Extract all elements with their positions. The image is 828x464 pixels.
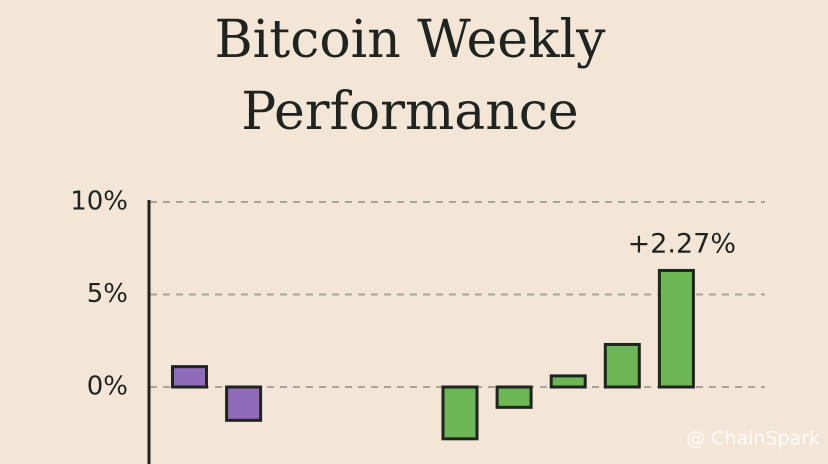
bar (549, 374, 587, 389)
watermark: @ ChainSpark (686, 428, 820, 450)
y-tick-label: 10% (70, 187, 128, 217)
annotation: +2.27% (628, 229, 736, 260)
chart-title: Bitcoin Weekly Performance (214, 10, 606, 142)
bar (441, 385, 479, 441)
y-tick-label: 0% (87, 372, 128, 402)
bar (657, 268, 695, 389)
y-tick-label: 5% (87, 279, 128, 309)
bar (495, 385, 533, 409)
bar (603, 342, 641, 389)
bar (171, 365, 208, 389)
bar (225, 385, 263, 422)
